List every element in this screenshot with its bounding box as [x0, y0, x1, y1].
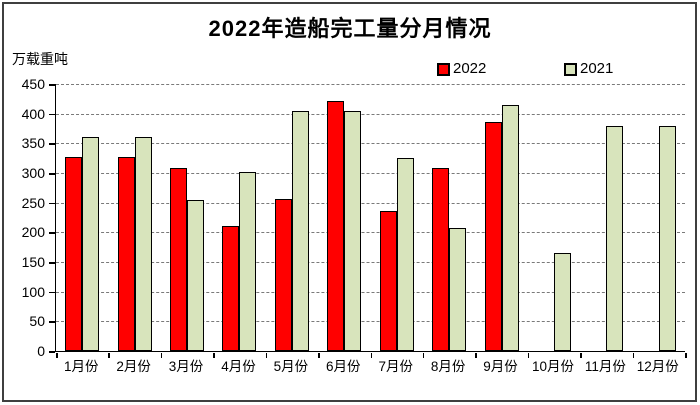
- gridline-300: [56, 173, 685, 174]
- bar-2022-1月份: [65, 156, 83, 351]
- y-axis-label-400: 400: [21, 105, 45, 122]
- x-axis-label-3月份: 3月份: [168, 359, 204, 374]
- legend-swatch-2021: [564, 62, 577, 76]
- y-axis-tick: [49, 351, 55, 353]
- y-axis-label-300: 300: [21, 165, 45, 181]
- y-axis-tick: [49, 291, 55, 294]
- y-axis-tick: [49, 84, 55, 86]
- x-axis-label-1月份: 1月份: [63, 359, 99, 374]
- bar-2021-12月份: [658, 125, 676, 351]
- x-axis-label-8月份: 8月份: [430, 359, 466, 374]
- x-axis-tick: [580, 352, 582, 358]
- chart-title: 2022年造船完工量分月情况: [208, 16, 492, 41]
- gridline-250: [56, 202, 685, 204]
- gridline-350: [56, 143, 685, 145]
- x-axis-tick: [56, 352, 58, 358]
- bar-2022-2月份: [117, 156, 135, 351]
- gridline-450: [56, 84, 685, 85]
- x-axis-label-2月份: 2月份: [116, 359, 151, 374]
- x-axis-label-11月份: 11月份: [584, 359, 626, 374]
- y-axis-label-350: 350: [21, 135, 45, 152]
- y-axis-tick: [49, 143, 55, 145]
- bar-2021-8月份: [449, 227, 467, 351]
- y-axis-tick: [49, 113, 55, 116]
- y-axis-tick: [49, 202, 55, 205]
- bar-2021-9月份: [501, 105, 519, 351]
- y-axis-label-150: 150: [21, 254, 45, 270]
- x-axis-tick: [475, 352, 477, 358]
- bar-2022-9月份: [484, 121, 502, 351]
- x-axis-label-5月份: 5月份: [273, 359, 309, 374]
- legend: 2022 2021: [0, 60, 700, 78]
- x-axis-tick: [213, 352, 215, 358]
- bar-2021-10月份: [553, 253, 571, 351]
- legend-item-2021: 2021: [564, 60, 613, 78]
- y-axis-label-100: 100: [21, 283, 45, 300]
- bar-2022-7月份: [379, 210, 397, 351]
- x-axis-tick: [370, 352, 372, 358]
- bar-2021-11月份: [606, 125, 624, 351]
- bar-2022-3月份: [170, 168, 188, 351]
- x-axis-tick: [160, 352, 163, 358]
- bar-2021-7月份: [396, 157, 414, 351]
- x-axis-label-12月份: 12月份: [636, 359, 679, 374]
- y-axis-label-0: 0: [37, 343, 45, 359]
- plot-area: [49, 84, 687, 358]
- y-axis-tick: [49, 173, 55, 175]
- gridline-100: [56, 291, 685, 293]
- x-axis-label-9月份: 9月份: [483, 359, 518, 374]
- bar-2021-2月份: [134, 136, 152, 351]
- y-axis-unit-label: 万载重吨: [12, 51, 68, 67]
- gridline-200: [56, 232, 685, 234]
- bar-2022-4月份: [222, 226, 240, 351]
- x-axis-label-10月份: 10月份: [531, 359, 574, 374]
- legend-item-2022: 2022: [437, 60, 486, 78]
- gridline-400: [56, 113, 685, 115]
- bar-2021-3月份: [187, 199, 205, 351]
- y-axis-label-450: 450: [21, 76, 45, 92]
- bar-2021-6月份: [344, 110, 362, 351]
- x-axis-tick: [527, 352, 530, 358]
- x-axis-tick: [318, 352, 320, 358]
- x-axis-tick: [422, 352, 425, 358]
- y-axis-tick: [49, 232, 55, 234]
- x-axis-tick: [108, 352, 110, 358]
- bar-2021-5月份: [291, 110, 309, 351]
- x-axis-label-6月份: 6月份: [326, 359, 361, 374]
- x-axis-tick: [685, 352, 687, 358]
- legend-swatch-2022: [437, 62, 450, 76]
- legend-label-2022: 2022: [453, 60, 487, 77]
- y-axis-tick: [49, 262, 55, 264]
- y-axis-label-50: 50: [29, 313, 45, 330]
- x-axis-tick: [265, 352, 268, 358]
- y-axis-label-250: 250: [21, 194, 45, 211]
- gridline-50: [56, 321, 685, 323]
- bar-2022-8月份: [432, 168, 450, 351]
- y-axis-label-200: 200: [21, 224, 45, 241]
- bar-2022-6月份: [327, 100, 345, 351]
- x-axis-label-7月份: 7月份: [378, 359, 413, 374]
- gridline-150: [56, 262, 685, 263]
- x-axis-tick: [632, 352, 635, 358]
- x-axis-label-4月份: 4月份: [221, 359, 256, 374]
- bar-2022-5月份: [274, 199, 292, 351]
- y-axis-tick: [49, 321, 55, 323]
- bar-2021-1月份: [82, 136, 100, 351]
- legend-label-2021: 2021: [580, 60, 614, 77]
- bar-2021-4月份: [239, 171, 257, 351]
